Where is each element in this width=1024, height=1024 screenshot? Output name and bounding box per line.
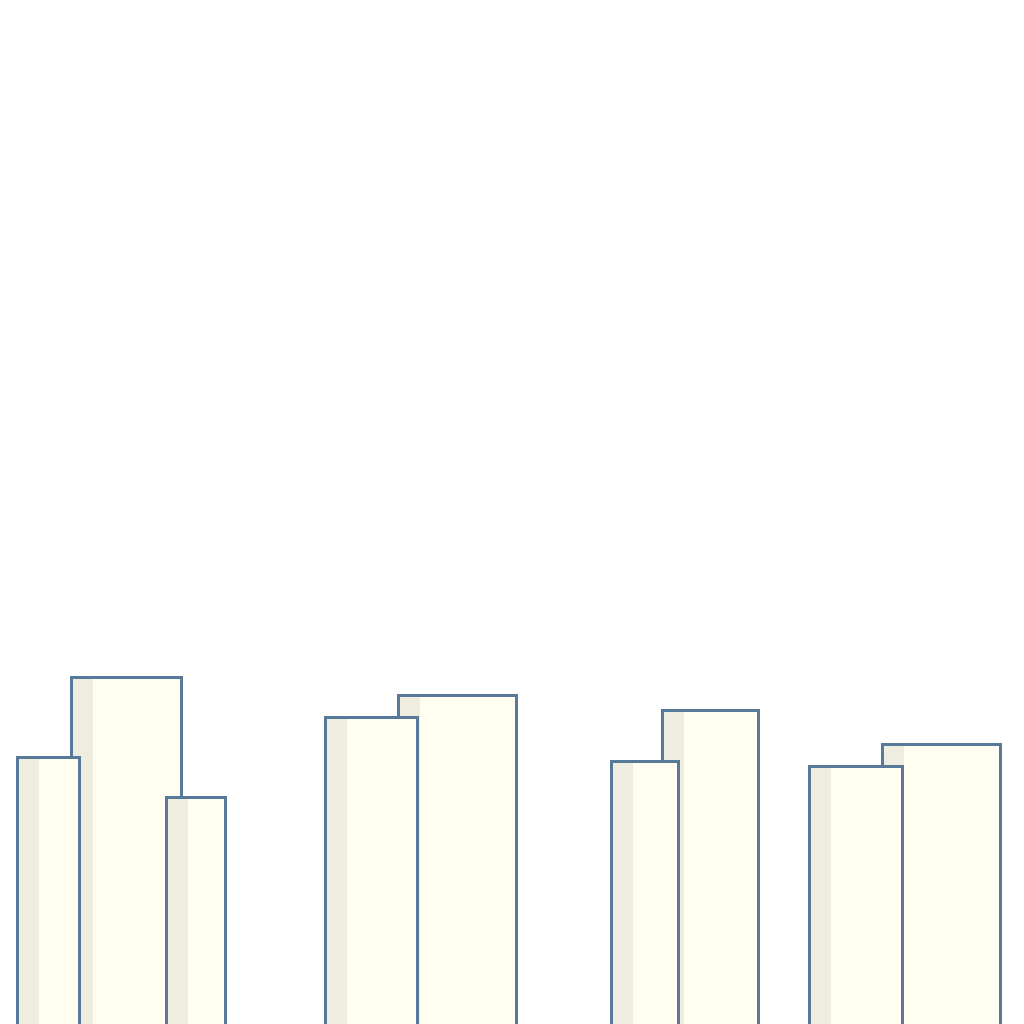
building-2b-front: [324, 716, 419, 1024]
building-1c-right: [165, 796, 227, 1024]
building-4b-front: [808, 765, 904, 1024]
building-1b-left: [16, 756, 81, 1024]
building-3b-front: [610, 760, 680, 1024]
